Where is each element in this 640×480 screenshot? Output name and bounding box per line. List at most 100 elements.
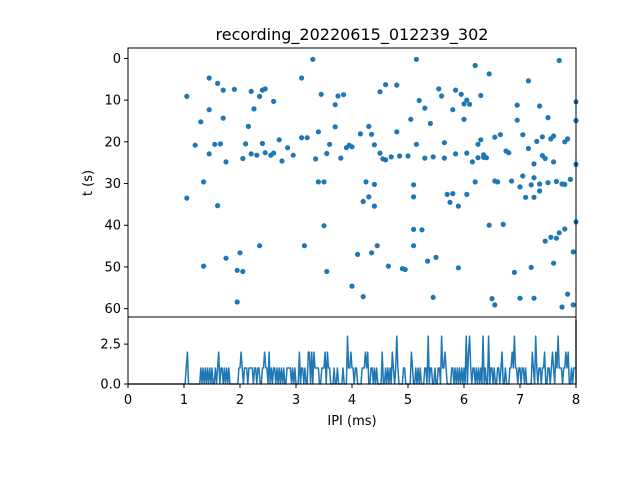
- scatter-point: [472, 62, 478, 69]
- scatter-point: [539, 134, 546, 140]
- scatter-point: [565, 291, 571, 297]
- scatter-point: [517, 295, 523, 301]
- scatter-point: [243, 141, 249, 147]
- scatter-point: [363, 179, 369, 185]
- scatter-point: [215, 80, 221, 86]
- scatter-point: [453, 87, 459, 93]
- scatter-point: [537, 103, 543, 109]
- scatter-point: [405, 153, 411, 159]
- scatter-point: [377, 89, 383, 95]
- scatter-point: [324, 268, 330, 275]
- scatter-point: [551, 159, 557, 165]
- scatter-point: [371, 142, 377, 148]
- scatter-point: [497, 132, 503, 138]
- scatter-point: [349, 144, 355, 150]
- scatter-point: [548, 234, 554, 240]
- scatter-point: [248, 88, 254, 94]
- scatter-point: [332, 102, 338, 108]
- x-axis-label: IPI (ms): [327, 414, 376, 429]
- scatter-point: [304, 135, 310, 141]
- scatter-point: [184, 93, 190, 99]
- scatter-point: [489, 296, 495, 302]
- scatter-point: [458, 91, 464, 97]
- scatter-point: [411, 182, 417, 188]
- scatter-point: [366, 123, 372, 129]
- x-tick-label: 8: [572, 393, 580, 408]
- scatter-point: [427, 120, 433, 127]
- scatter-point: [259, 140, 265, 147]
- scatter-point: [430, 154, 436, 160]
- scatter-point: [517, 184, 523, 190]
- scatter-point: [562, 181, 568, 187]
- scatter-point: [245, 123, 251, 129]
- x-tick-label: 3: [292, 393, 300, 408]
- y-tick-label: 30: [104, 177, 121, 192]
- scatter-point: [366, 194, 372, 200]
- scatter-point: [461, 101, 467, 107]
- x-tick-label: 2: [236, 393, 244, 408]
- scatter-point: [551, 260, 557, 266]
- scatter-point: [338, 155, 344, 161]
- y-tick-label: 10: [104, 94, 121, 109]
- scatter-point: [475, 141, 481, 147]
- scatter-point: [240, 155, 246, 162]
- scatter-point: [383, 157, 389, 163]
- scatter-point: [201, 179, 207, 185]
- histogram-x-ticks: 0 1 2 3 4 5 6 7 8: [124, 384, 580, 408]
- y-tick-label: 40: [104, 219, 121, 234]
- scatter-point: [215, 203, 221, 209]
- scatter-point: [556, 230, 562, 236]
- scatter-point: [206, 107, 212, 113]
- x-tick-label: 1: [180, 393, 188, 408]
- scatter-point: [408, 116, 414, 122]
- scatter-point: [271, 98, 277, 104]
- scatter-point: [279, 158, 285, 164]
- scatter-point: [450, 191, 456, 197]
- scatter-point: [461, 116, 467, 122]
- scatter-point: [562, 226, 568, 232]
- y-tick-label: 60: [104, 302, 121, 317]
- scatter-point: [357, 131, 363, 137]
- scatter-point: [500, 221, 506, 227]
- scatter-point: [290, 152, 296, 158]
- scatter-point: [299, 135, 305, 141]
- y-tick-label: 50: [104, 260, 121, 275]
- scatter-point: [240, 268, 246, 275]
- scatter-point: [257, 243, 263, 249]
- y-tick-label: 20: [104, 135, 121, 150]
- scatter-point: [360, 198, 366, 205]
- scatter-point: [413, 141, 419, 147]
- scatter-point: [217, 141, 223, 147]
- scatter-point: [237, 250, 243, 256]
- scatter-point: [531, 194, 537, 200]
- scatter-point: [528, 264, 534, 270]
- scatter-point: [254, 152, 260, 158]
- scatter-point: [565, 136, 571, 142]
- scatter-point: [511, 269, 517, 275]
- scatter-point: [492, 134, 498, 140]
- scatter-point: [327, 141, 333, 147]
- scatter-point: [542, 238, 548, 244]
- scatter-point: [439, 93, 445, 99]
- scatter-point: [492, 302, 498, 308]
- scatter-point: [441, 155, 447, 161]
- scatter-point: [464, 191, 470, 197]
- scatter-point: [570, 302, 576, 308]
- scatter-point: [416, 97, 422, 104]
- scatter-point: [464, 150, 470, 156]
- scatter-point: [531, 161, 537, 167]
- scatter-point: [495, 179, 501, 185]
- scatter-point: [397, 153, 403, 159]
- histogram-axes-frame: [127, 316, 577, 385]
- scatter-point: [433, 254, 439, 260]
- scatter-point: [450, 107, 456, 113]
- scatter-point: [514, 102, 520, 108]
- scatter-point: [212, 141, 218, 147]
- scatter-point: [318, 91, 324, 97]
- scatter-point: [220, 115, 226, 121]
- scatter-y-axis-label: t (s): [81, 170, 96, 196]
- scatter-point: [444, 191, 450, 197]
- scatter-point: [537, 181, 543, 187]
- scatter-point: [257, 93, 263, 99]
